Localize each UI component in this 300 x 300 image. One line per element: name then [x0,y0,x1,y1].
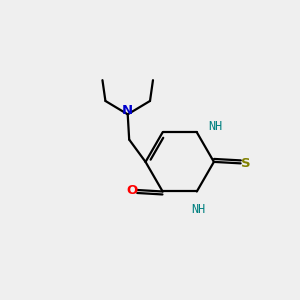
Text: NH: NH [208,120,222,134]
Text: N: N [122,104,133,117]
Text: NH: NH [191,203,206,216]
Text: O: O [126,184,138,196]
Text: S: S [241,157,251,170]
